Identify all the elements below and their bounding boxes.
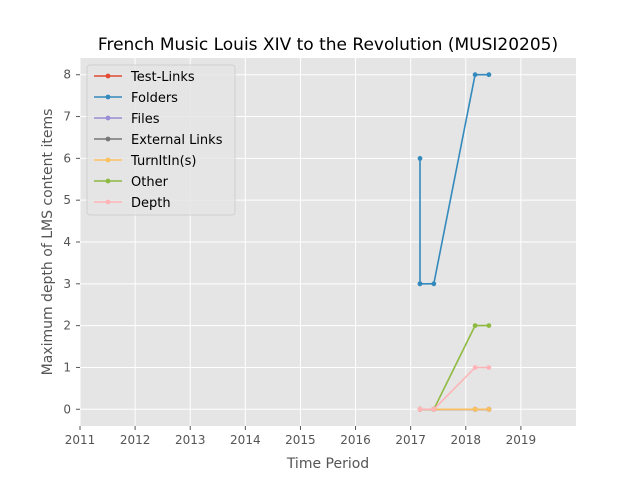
x-tick-label: 2013 xyxy=(175,433,206,447)
legend-swatch-marker xyxy=(105,136,111,142)
legend-item-depth: Depth xyxy=(94,196,171,211)
chart-title: French Music Louis XIV to the Revolution… xyxy=(98,35,558,55)
y-tick-label: 4 xyxy=(63,235,71,249)
legend-swatch-marker xyxy=(105,73,111,79)
legend-label: Depth xyxy=(131,196,171,211)
x-tick-label: 2019 xyxy=(506,433,537,447)
legend-label: Other xyxy=(131,175,169,190)
y-tick-label: 6 xyxy=(63,151,71,165)
data-point-other xyxy=(486,323,492,328)
data-point-depth xyxy=(431,406,437,412)
legend-item-test-links: Test-Links xyxy=(94,70,195,85)
legend-item-other: Other xyxy=(94,175,169,190)
data-point-folders xyxy=(431,281,437,287)
x-tick-label: 2014 xyxy=(230,433,261,447)
y-tick-label: 3 xyxy=(63,277,71,291)
data-point-other xyxy=(472,323,478,328)
legend-swatch-marker xyxy=(105,157,111,163)
data-point-turnitin-s xyxy=(486,406,492,412)
legend-label: External Links xyxy=(131,133,223,148)
series-layer xyxy=(417,72,492,412)
x-axis-label: Time Period xyxy=(286,456,369,472)
legend-label: Folders xyxy=(131,91,178,106)
data-point-depth xyxy=(417,406,423,412)
data-point-folders xyxy=(417,281,423,287)
data-point-folders xyxy=(486,72,492,78)
legend-box xyxy=(86,64,236,216)
series-line-depth xyxy=(420,366,489,411)
y-tick-label: 5 xyxy=(63,193,71,207)
data-point-depth xyxy=(486,365,492,370)
legend-swatch-marker xyxy=(105,115,111,121)
legend-label: Test-Links xyxy=(130,70,195,85)
y-axis-label: Maximum depth of LMS content items xyxy=(40,109,56,376)
y-tick-label: 7 xyxy=(63,110,71,124)
y-tick-label: 1 xyxy=(63,360,71,374)
data-point-folders xyxy=(472,72,478,78)
series-depth xyxy=(417,365,492,412)
data-point-depth xyxy=(472,365,478,370)
legend-item-folders: Folders xyxy=(94,91,178,106)
x-axis: 2011 2012 2013 2014 2015 2016 2017 2018 2019 xyxy=(65,426,536,447)
y-tick-label: 2 xyxy=(63,319,71,333)
legend: Test-Links Folders Files External Links Turn… xyxy=(86,64,236,216)
x-tick-label: 2011 xyxy=(65,433,96,447)
data-point-turnitin-s xyxy=(472,406,478,412)
legend-swatch-marker xyxy=(105,94,111,100)
legend-item-external-links: External Links xyxy=(94,133,223,148)
legend-swatch-marker xyxy=(105,178,111,184)
x-tick-label: 2012 xyxy=(120,433,151,447)
legend-item-turnitin-s: TurnItIn(s) xyxy=(94,154,196,169)
y-tick-label: 0 xyxy=(63,402,71,416)
x-tick-label: 2018 xyxy=(451,433,482,447)
y-axis: 0 1 2 3 4 5 6 7 8 xyxy=(63,68,80,416)
legend-swatch-marker xyxy=(105,199,111,205)
legend-label: Files xyxy=(131,112,160,127)
series-folders xyxy=(417,72,492,287)
y-tick-label: 8 xyxy=(63,68,71,82)
data-point-folders xyxy=(417,156,423,161)
legend-item-files: Files xyxy=(94,112,160,127)
legend-label: TurnItIn(s) xyxy=(130,154,196,169)
x-tick-label: 2015 xyxy=(285,433,316,447)
x-tick-label: 2017 xyxy=(395,433,426,447)
x-tick-label: 2016 xyxy=(340,433,371,447)
